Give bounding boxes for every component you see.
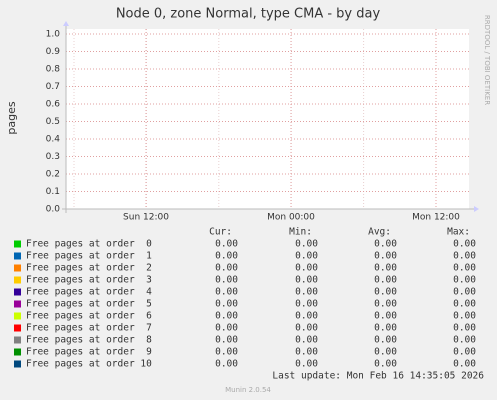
legend-stat: 0.00 [453, 263, 476, 274]
legend-swatch [14, 336, 21, 344]
legend-stat: 0.00 [374, 251, 397, 262]
y-tick-label: 0.4 [46, 135, 61, 145]
legend-stat: 0.00 [215, 263, 238, 274]
legend-label: Free pages at order 0 [26, 239, 152, 250]
legend-stat: 0.00 [453, 287, 476, 298]
legend-stat: 0.00 [453, 347, 476, 358]
y-tick-label: 0.5 [46, 117, 60, 127]
legend-label: Free pages at order 6 [26, 311, 152, 322]
legend-stat: 0.00 [215, 239, 238, 250]
x-tick-label: Mon 00:00 [267, 213, 315, 223]
legend-swatch [14, 312, 21, 320]
chart-title: Node 0, zone Normal, type CMA - by day [116, 7, 381, 22]
legend-swatch [14, 252, 21, 260]
x-axis-arrow [474, 206, 479, 212]
legend-column-header: Avg: [368, 227, 391, 238]
x-tick-label: Mon 12:00 [412, 213, 460, 223]
legend-label: Free pages at order 2 [26, 263, 152, 274]
legend-stat: 0.00 [453, 359, 476, 370]
legend-stat: 0.00 [215, 359, 238, 370]
legend-stat: 0.00 [295, 347, 318, 358]
y-tick-label: 0.3 [46, 152, 60, 162]
legend-stat: 0.00 [295, 239, 318, 250]
legend-stat: 0.00 [374, 359, 397, 370]
legend-column-header: Cur: [209, 227, 232, 238]
legend-stat: 0.00 [295, 263, 318, 274]
legend-stat: 0.00 [453, 323, 476, 334]
legend-label: Free pages at order 5 [26, 299, 152, 310]
legend-stat: 0.00 [374, 275, 397, 286]
legend-label: Free pages at order 7 [26, 323, 152, 334]
legend-stat: 0.00 [215, 347, 238, 358]
legend-stat: 0.00 [295, 275, 318, 286]
legend-swatch [14, 276, 21, 284]
legend-stat: 0.00 [215, 299, 238, 310]
legend-stat: 0.00 [215, 287, 238, 298]
legend-stat: 0.00 [374, 335, 397, 346]
legend-stat: 0.00 [374, 299, 397, 310]
legend-stat: 0.00 [374, 287, 397, 298]
legend-stat: 0.00 [374, 311, 397, 322]
y-tick-label: 0.6 [46, 100, 61, 110]
legend-swatch [14, 300, 21, 308]
legend-stat: 0.00 [215, 311, 238, 322]
legend-stat: 0.00 [374, 263, 397, 274]
legend-stat: 0.00 [215, 335, 238, 346]
legend-stat: 0.00 [295, 299, 318, 310]
last-update: Last update: Mon Feb 16 14:35:05 2026 [272, 371, 484, 382]
legend-stat: 0.00 [215, 323, 238, 334]
side-label: RRDTOOL / TOBI OETIKER [483, 15, 491, 105]
y-tick-label: 0.9 [46, 47, 61, 57]
legend-stat: 0.00 [295, 323, 318, 334]
legend-column-header: Max: [447, 227, 470, 238]
y-tick-label: 0.7 [46, 82, 60, 92]
y-tick-label: 0.2 [46, 170, 60, 180]
legend-swatch [14, 348, 21, 356]
x-tick-label: Sun 12:00 [123, 213, 169, 223]
legend-column-header: Min: [289, 227, 312, 238]
legend-stat: 0.00 [453, 299, 476, 310]
legend-stat: 0.00 [295, 287, 318, 298]
legend-stat: 0.00 [295, 359, 318, 370]
y-tick-label: 0.0 [46, 205, 61, 215]
legend-label: Free pages at order 9 [26, 347, 152, 358]
legend-swatch [14, 240, 21, 248]
legend-stat: 0.00 [374, 323, 397, 334]
legend-label: Free pages at order 3 [26, 275, 152, 286]
legend-label: Free pages at order 10 [26, 359, 152, 370]
legend-stat: 0.00 [453, 251, 476, 262]
legend-stat: 0.00 [215, 275, 238, 286]
legend-stat: 0.00 [295, 311, 318, 322]
y-tick-label: 1.0 [46, 30, 61, 40]
legend-stat: 0.00 [374, 347, 397, 358]
legend-swatch [14, 360, 21, 368]
y-tick-label: 0.1 [46, 187, 60, 197]
legend-stat: 0.00 [453, 239, 476, 250]
legend-label: Free pages at order 4 [26, 287, 152, 298]
y-axis-label: pages [5, 101, 18, 134]
legend-stat: 0.00 [453, 275, 476, 286]
plot-area [66, 29, 469, 209]
y-axis-arrow [63, 21, 69, 26]
legend-stat: 0.00 [295, 335, 318, 346]
legend-swatch [14, 288, 21, 296]
legend-stat: 0.00 [453, 311, 476, 322]
legend-stat: 0.00 [453, 335, 476, 346]
legend-swatch [14, 264, 21, 272]
footer: Munin 2.0.54 [225, 386, 271, 394]
legend-stat: 0.00 [215, 251, 238, 262]
legend-swatch [14, 324, 21, 332]
legend-label: Free pages at order 8 [26, 335, 152, 346]
legend-stat: 0.00 [295, 251, 318, 262]
legend-label: Free pages at order 1 [26, 251, 152, 262]
y-tick-label: 0.8 [46, 65, 61, 75]
legend-stat: 0.00 [374, 239, 397, 250]
